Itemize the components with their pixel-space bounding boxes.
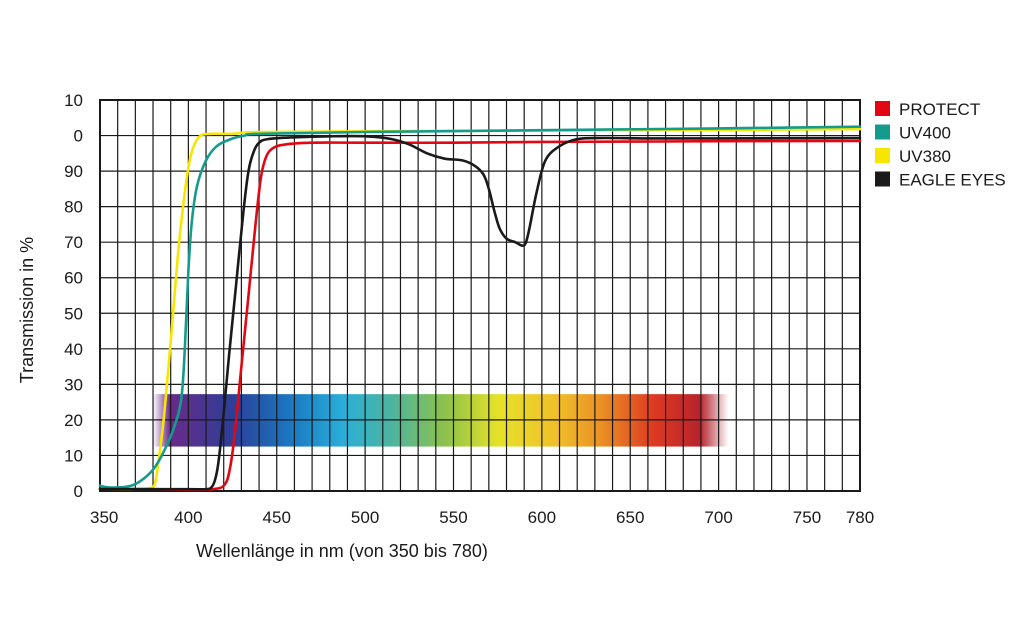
- legend-swatch-protect: [875, 101, 890, 116]
- x-tick-labels: 350 400 450 500 550 600 650 700 750 780: [90, 508, 874, 527]
- y-tick-label: 10: [64, 91, 83, 110]
- y-tick-label: 30: [64, 375, 83, 394]
- series-line-uv400: [98, 125, 862, 489]
- y-axis-label: Transmission in %: [17, 237, 37, 383]
- legend: PROTECT UV400 UV380 EAGLE EYES: [875, 100, 1006, 190]
- x-tick-label: 650: [616, 508, 644, 527]
- x-tick-label: 550: [439, 508, 467, 527]
- legend-label-eagle-eyes: EAGLE EYES: [899, 171, 1006, 190]
- y-tick-label: 80: [64, 198, 83, 217]
- x-tick-label: 700: [704, 508, 732, 527]
- series-lines: [98, 125, 862, 492]
- legend-label-protect: PROTECT: [899, 100, 980, 119]
- y-tick-label: 70: [64, 233, 83, 252]
- legend-swatch-uv380: [875, 148, 890, 163]
- grid: [100, 100, 860, 491]
- y-tick-labels: 0 10 20 30 40 50 60 70 80 90 0 10: [64, 91, 83, 501]
- y-tick-label: 50: [64, 304, 83, 323]
- legend-label-uv400: UV400: [899, 124, 951, 143]
- x-tick-label: 780: [846, 508, 874, 527]
- y-tick-label: 10: [64, 446, 83, 465]
- y-tick-label: 20: [64, 411, 83, 430]
- y-tick-label: 0: [74, 127, 83, 146]
- series-line-eagle-eyes: [98, 134, 862, 491]
- x-tick-label: 350: [90, 508, 118, 527]
- x-axis-label: Wellenlänge in nm (von 350 bis 780): [196, 541, 488, 561]
- plot-frame: [99, 99, 861, 492]
- legend-swatch-uv400: [875, 124, 890, 140]
- x-tick-label: 600: [528, 508, 556, 527]
- y-tick-label: 90: [64, 162, 83, 181]
- legend-label-uv380: UV380: [899, 147, 951, 166]
- y-tick-label: 60: [64, 269, 83, 288]
- y-tick-label: 40: [64, 340, 83, 359]
- series-line-protect: [98, 139, 862, 492]
- x-tick-label: 450: [263, 508, 291, 527]
- x-tick-label: 750: [793, 508, 821, 527]
- y-tick-label: 0: [74, 482, 83, 501]
- x-tick-label: 400: [174, 508, 202, 527]
- legend-swatch-eagle-eyes: [875, 171, 890, 187]
- x-tick-label: 500: [351, 508, 379, 527]
